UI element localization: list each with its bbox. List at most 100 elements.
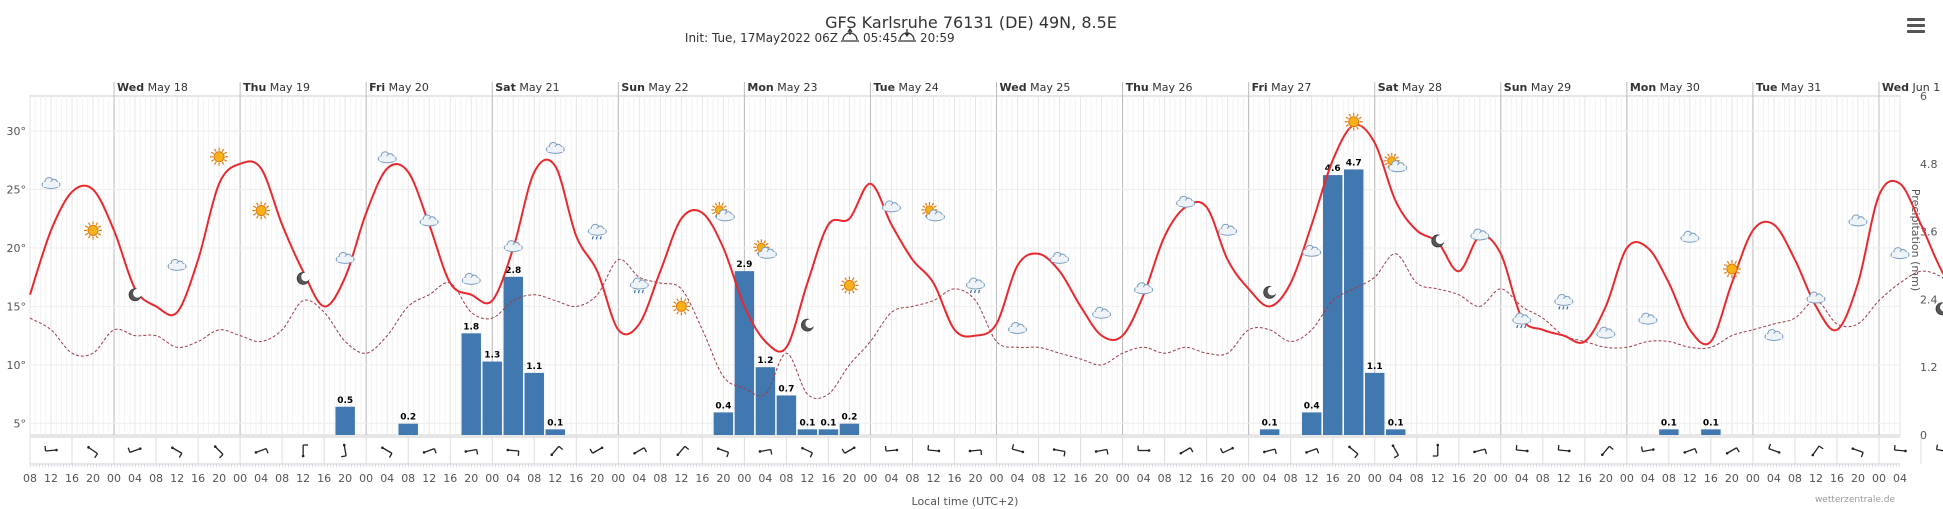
wind-barb xyxy=(802,447,813,454)
sun-ray xyxy=(97,232,102,236)
moon-icon xyxy=(1263,285,1277,299)
cloud-icon xyxy=(503,240,523,253)
day-label: Sun May 22 xyxy=(621,81,688,94)
day-labels: Wed May 18 Thu May 19 Fri May 20 Sat May 21… xyxy=(117,81,1940,94)
wind-barb-station xyxy=(1305,451,1308,454)
hour-tick: 12 xyxy=(926,472,940,485)
wind-barb xyxy=(551,445,560,456)
sun-ray xyxy=(683,311,687,315)
moon-icon xyxy=(1935,302,1943,316)
sun-ray xyxy=(714,202,718,206)
sun-icon xyxy=(210,147,229,166)
sunset-icon xyxy=(898,29,916,42)
day-date: May 25 xyxy=(1027,81,1071,94)
precipitation-label: 0.1 xyxy=(547,418,563,428)
cloud-fill xyxy=(631,282,648,288)
hour-tick: 04 xyxy=(1011,472,1025,485)
sun-ray xyxy=(854,287,858,291)
hour-tick: 16 xyxy=(1704,472,1718,485)
sun-ray xyxy=(1734,273,1737,278)
cloud-fill xyxy=(169,263,186,269)
sunrise-time: 05:45 xyxy=(863,31,898,45)
wind-barb xyxy=(1222,447,1233,454)
hour-tick: 12 xyxy=(170,472,184,485)
cloud-fill xyxy=(1892,252,1908,258)
hour-tick: 12 xyxy=(1053,472,1067,485)
wind-barb xyxy=(1812,445,1820,456)
hour-tick: 16 xyxy=(443,472,457,485)
wind-barb-feather xyxy=(1011,444,1015,450)
day-label: Fri May 20 xyxy=(369,81,429,94)
sun-ray xyxy=(223,151,228,155)
hour-tick: 16 xyxy=(695,472,709,485)
hour-tick: 12 xyxy=(296,472,310,485)
cloud-icon xyxy=(41,177,61,190)
wind-barb-feather xyxy=(127,447,131,453)
sun-ray xyxy=(95,235,99,239)
hour-tick: 20 xyxy=(86,472,100,485)
sun-icon xyxy=(1722,260,1741,279)
wind-barb xyxy=(1392,445,1400,456)
cloud-icon xyxy=(1008,321,1028,334)
precipitation-bar xyxy=(1322,175,1343,435)
wind-barb-station xyxy=(1179,451,1183,455)
cloud-fill xyxy=(505,245,522,251)
cloud-icon xyxy=(545,141,565,154)
chart-grid xyxy=(29,82,1901,436)
hour-tick: 08 xyxy=(1284,472,1298,485)
precipitation-label: 0.4 xyxy=(1304,401,1320,411)
hour-tick: 16 xyxy=(1452,472,1466,485)
day-of-week: Sat xyxy=(495,81,516,94)
hour-tick: 08 xyxy=(1536,472,1550,485)
wind-barb xyxy=(885,449,897,452)
cloud-fill xyxy=(1471,233,1488,239)
wind-barb xyxy=(1180,447,1191,454)
cloud-fill xyxy=(589,228,606,234)
sun-ray xyxy=(253,205,257,209)
wind-barb xyxy=(1768,448,1780,453)
rain-icon xyxy=(629,277,649,294)
cloud-fill xyxy=(717,214,734,220)
hour-tick: 20 xyxy=(1473,472,1487,485)
sun-ray xyxy=(1736,263,1741,267)
wind-barb-station xyxy=(716,447,720,450)
sun-ray xyxy=(763,240,766,244)
sun-ray xyxy=(211,151,215,155)
hour-tick: 16 xyxy=(65,472,79,485)
wind-barb xyxy=(1684,448,1696,453)
hour-tick: 16 xyxy=(1326,472,1340,485)
day-label: Wed May 18 xyxy=(117,81,188,94)
cloud-icon xyxy=(419,214,439,227)
sun-ray xyxy=(1348,126,1352,130)
wind-barb-station xyxy=(1651,448,1655,451)
precipitation-label: 0.1 xyxy=(799,418,815,428)
temperature-tick: 20° xyxy=(7,242,27,255)
wind-barb xyxy=(1936,448,1943,452)
moon-shade xyxy=(1940,303,1943,312)
moon-icon xyxy=(128,288,143,302)
wind-barb xyxy=(1054,448,1066,453)
cloud-fill xyxy=(379,156,396,162)
sun-ray xyxy=(256,202,259,206)
hour-tick: 04 xyxy=(1767,472,1781,485)
menu-icon[interactable] xyxy=(1907,18,1925,33)
wind-barb xyxy=(214,446,224,455)
sun-ray xyxy=(1723,263,1728,267)
sun-ray xyxy=(84,232,89,236)
wind-barb-feather xyxy=(1768,443,1772,449)
hour-tick: 20 xyxy=(1851,472,1865,485)
sun-ray xyxy=(712,205,716,208)
precipitation-label: 1.1 xyxy=(526,362,542,372)
wind-barb-station xyxy=(1725,451,1729,455)
wind-barb-station xyxy=(676,453,680,457)
cloud-fill xyxy=(1009,326,1026,332)
sun-ray xyxy=(676,298,679,302)
temperature-tick: 25° xyxy=(7,184,27,197)
wind-barb xyxy=(465,448,477,453)
sun-ray xyxy=(1723,271,1728,275)
hour-tick: 04 xyxy=(128,472,142,485)
day-date: May 18 xyxy=(144,81,188,94)
cloud-fill xyxy=(1555,298,1572,304)
wind-barb xyxy=(1349,446,1359,455)
wind-barb-station xyxy=(506,448,510,452)
